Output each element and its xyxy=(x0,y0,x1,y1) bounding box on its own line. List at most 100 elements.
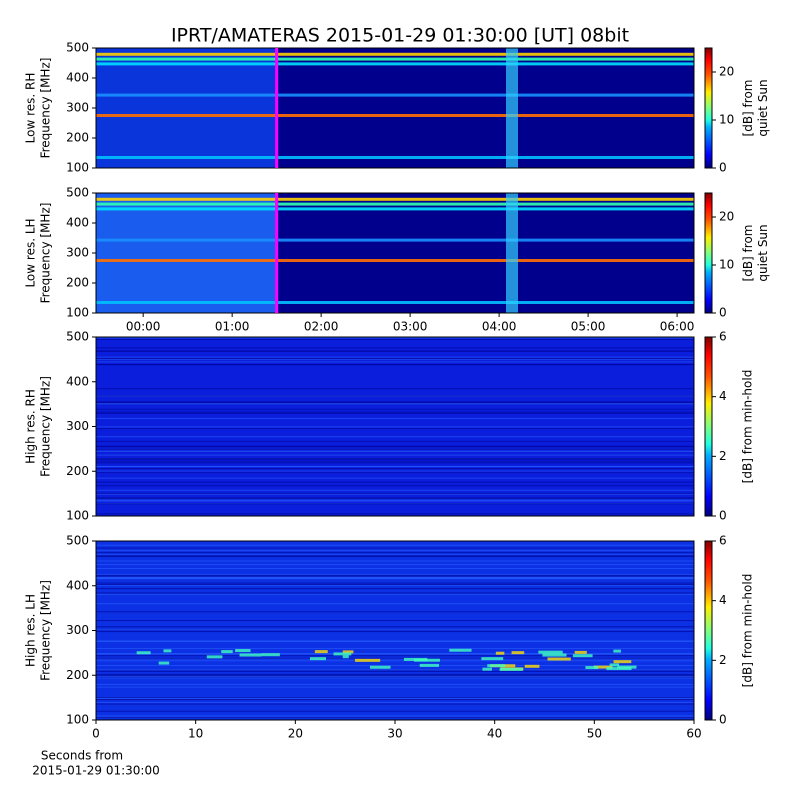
colorbar xyxy=(704,336,713,517)
spectrogram-blob xyxy=(369,665,391,669)
spectrogram-noise xyxy=(96,485,694,487)
spectrogram-blob xyxy=(342,655,349,659)
spectrogram-noise xyxy=(96,361,694,363)
spectrogram-band xyxy=(96,62,694,66)
y-axis-label: Low res. LH xyxy=(24,218,38,287)
spectrogram-noise xyxy=(96,454,694,456)
spectrogram-noise xyxy=(96,703,694,705)
spectrogram-noise xyxy=(96,665,694,667)
spectrogram-band xyxy=(96,114,694,117)
spectrogram-noise xyxy=(96,460,694,462)
spectrogram-noise xyxy=(96,564,694,566)
colorbar-tick-label: 4 xyxy=(719,593,727,607)
y-tick-label: 300 xyxy=(66,419,89,433)
spectrogram-blob xyxy=(524,664,540,668)
spectrogram-noise xyxy=(96,631,694,633)
spectrogram-noise xyxy=(96,337,694,339)
spectrogram-noise xyxy=(96,671,694,673)
spectrogram-blob xyxy=(403,657,428,661)
colorbar-tick-label: 10 xyxy=(719,258,734,272)
y-axis-label: Frequency [MHz] xyxy=(39,203,53,304)
spectrogram-burst xyxy=(506,48,518,168)
colorbar-tick-label: 0 xyxy=(719,161,727,175)
y-tick-label: 300 xyxy=(66,246,89,260)
spectrogram-blob xyxy=(574,650,587,654)
spectrogram-blob xyxy=(593,665,613,669)
spectrogram-noise xyxy=(96,350,694,352)
colorbar-label: [dB] from xyxy=(741,225,755,282)
spectrogram-noise xyxy=(96,493,694,495)
spectrogram-band xyxy=(96,207,694,211)
spectrogram-blob xyxy=(613,660,632,664)
spectrogram-noise xyxy=(96,686,694,688)
spectrogram-blob xyxy=(310,657,326,661)
spectrogram-blob xyxy=(495,651,505,655)
spectrogram-blob xyxy=(511,651,525,655)
spectrogram-band xyxy=(96,238,694,242)
spectrogram-noise xyxy=(96,458,694,460)
spectrogram-noise xyxy=(96,458,694,460)
colorbar xyxy=(704,47,713,169)
spectrogram-blob xyxy=(481,657,504,661)
spectrogram-blob xyxy=(499,667,523,671)
spectrogram-noise xyxy=(96,576,694,578)
y-axis-label: Low res. RH xyxy=(24,73,38,144)
spectrogram-noise xyxy=(96,648,694,650)
spectrogram-noise xyxy=(96,556,694,558)
colorbar-tick-label: 20 xyxy=(719,210,734,224)
spectrogram-noise xyxy=(96,550,694,552)
y-tick-label: 200 xyxy=(66,131,89,145)
spectrogram-blob xyxy=(342,650,354,654)
spectrogram-noise xyxy=(96,576,694,578)
spectrogram-band xyxy=(96,93,694,97)
spectrogram-noise xyxy=(96,503,694,505)
spectrogram-noise xyxy=(96,408,694,410)
spectrogram-blob xyxy=(163,649,172,653)
y-tick-label: 400 xyxy=(66,374,89,388)
spectrogram-noise xyxy=(96,653,694,655)
spectrogram-noise xyxy=(96,450,694,452)
spectrogram-noise xyxy=(96,551,694,553)
spectrogram-noise xyxy=(96,629,694,631)
spectrogram-noise xyxy=(96,620,694,622)
colorbar-tick-label: 0 xyxy=(719,306,727,320)
colorbar-tick-label: 0 xyxy=(719,713,727,727)
x-tick-label: 20 xyxy=(288,727,303,741)
colorbar-label: quiet Sun xyxy=(756,224,770,281)
colorbar-tick-label: 20 xyxy=(719,65,734,79)
x-tick-label: 01:00 xyxy=(215,320,250,334)
spectrogram-noise xyxy=(96,657,694,659)
x-tick-label: 50 xyxy=(587,727,602,741)
spectrogram-noise xyxy=(96,466,694,468)
colorbar xyxy=(704,192,713,314)
spectrogram-noise xyxy=(96,364,694,366)
spectrogram-blob xyxy=(538,650,563,654)
spectrogram-noise xyxy=(96,641,694,643)
spectrogram-blob xyxy=(487,664,506,668)
figure-title: IPRT/AMATERAS 2015-01-29 01:30:00 [UT] 0… xyxy=(171,25,629,47)
y-tick-label: 500 xyxy=(66,330,89,344)
spectrogram-blob xyxy=(572,654,593,658)
spectrogram-noise xyxy=(96,477,694,479)
spectrogram-noise xyxy=(96,428,694,430)
spectrogram-noise xyxy=(96,675,694,677)
y-axis-label: High res. LH xyxy=(24,594,38,667)
spectrogram-blob xyxy=(158,661,170,665)
spectrogram-noise xyxy=(96,676,694,678)
spectrogram-noise xyxy=(96,584,694,586)
y-tick-label: 400 xyxy=(66,216,89,230)
spectrogram-noise xyxy=(96,603,694,605)
x-tick-label: 40 xyxy=(487,727,502,741)
colorbar-tick-label: 6 xyxy=(719,330,727,344)
x-tick-label: 10 xyxy=(188,727,203,741)
y-axis-label: High res. RH xyxy=(24,389,38,464)
spectrogram-noise xyxy=(96,683,694,685)
x-tick-label: 0 xyxy=(92,727,100,741)
spectrogram-noise xyxy=(96,652,694,654)
colorbar-tick-label: 2 xyxy=(719,449,727,463)
y-axis-label: Frequency [MHz] xyxy=(39,580,53,681)
spectrogram-blob xyxy=(613,649,621,653)
spectrogram-noise xyxy=(96,702,694,704)
y-tick-label: 200 xyxy=(66,276,89,290)
spectrogram-noise xyxy=(96,588,694,590)
